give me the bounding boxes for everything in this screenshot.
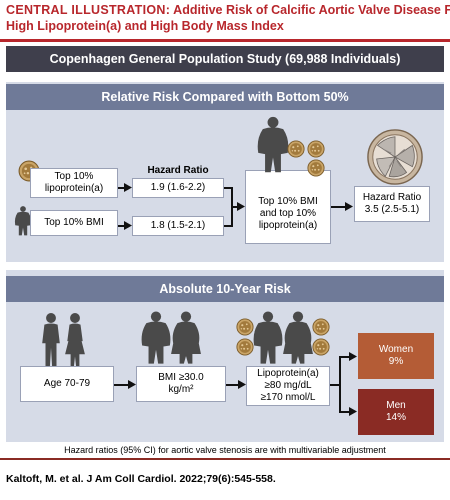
arrow-head-icon bbox=[345, 202, 353, 211]
obese-man-icon bbox=[141, 311, 171, 364]
combined-box: Top 10% BMI and top 10% lipoprotein(a) bbox=[245, 170, 331, 244]
lipoprotein-particle-icon bbox=[287, 140, 305, 158]
lpa-threshold-line3: ≥170 nmol/L bbox=[260, 392, 316, 403]
lipoprotein-particle-icon bbox=[307, 159, 325, 177]
obese-woman-icon bbox=[171, 311, 201, 364]
bracket-line bbox=[224, 225, 232, 227]
arrow-line bbox=[331, 206, 347, 208]
women-risk-box: Women 9% bbox=[358, 333, 434, 379]
top-lpa-label: Top 10% lipoprotein(a) bbox=[44, 171, 104, 194]
arrow-head-icon bbox=[238, 380, 246, 389]
arrow-head-icon bbox=[124, 221, 132, 230]
men-label: Men bbox=[386, 400, 406, 411]
header-title-line2: High Lipoprotein(a) and High Body Mass I… bbox=[6, 19, 284, 33]
arrow-head-icon bbox=[128, 380, 136, 389]
lpa-threshold-line1: Lipoprotein(a) bbox=[257, 368, 319, 379]
lipoprotein-particle-icon bbox=[312, 338, 330, 356]
obese-person-icon bbox=[257, 116, 289, 173]
combined-hr-value: 3.5 (2.5-5.1) bbox=[364, 204, 420, 215]
header-title-line1: CENTRAL ILLUSTRATION: Additive Risk of C… bbox=[6, 3, 450, 18]
lipoprotein-particle-icon bbox=[312, 318, 330, 336]
arrow-line bbox=[114, 384, 130, 386]
arrow-head-icon bbox=[124, 183, 132, 192]
men-value: 14% bbox=[385, 412, 406, 423]
combined-line2: and top 10% bbox=[259, 208, 317, 219]
lpa-hr-box: 1.9 (1.6-2.2) bbox=[132, 178, 224, 198]
arrow-head-icon bbox=[237, 202, 245, 211]
arrow-line bbox=[118, 187, 128, 189]
citation: Kaltoft, M. et al. J Am Coll Cardiol. 20… bbox=[6, 473, 276, 485]
women-label: Women bbox=[378, 344, 414, 355]
arrow-line bbox=[118, 225, 128, 227]
top-bmi-box: Top 10% BMI bbox=[30, 210, 118, 236]
absolute-risk-title: Absolute 10-Year Risk bbox=[6, 276, 444, 302]
bmi-line2: kg/m² bbox=[168, 384, 194, 395]
obese-man-icon bbox=[253, 311, 283, 364]
bmi-hr-value: 1.8 (1.5-2.1) bbox=[150, 220, 206, 231]
footnote: Hazard ratios (95% CI) for aortic valve … bbox=[64, 445, 386, 455]
arrow-line bbox=[330, 384, 340, 386]
women-value: 9% bbox=[388, 356, 404, 367]
arrow-head-icon bbox=[349, 352, 357, 361]
header-tag: CENTRAL ILLUSTRATION: bbox=[6, 3, 171, 17]
arrow-head-icon bbox=[349, 407, 357, 416]
bmi-hr-box: 1.8 (1.5-2.1) bbox=[132, 216, 224, 236]
top-lpa-box: Top 10% lipoprotein(a) bbox=[30, 168, 118, 198]
arrow-line bbox=[226, 384, 240, 386]
study-banner: Copenhagen General Population Study (69,… bbox=[6, 46, 444, 72]
bmi-box: BMI ≥30.0 kg/m² bbox=[136, 366, 226, 402]
arrow-line bbox=[339, 356, 341, 412]
combined-line3: lipoprotein(a) bbox=[258, 220, 318, 231]
header bbox=[0, 0, 450, 42]
men-risk-box: Men 14% bbox=[358, 389, 434, 435]
age-box: Age 70-79 bbox=[20, 366, 114, 402]
lpa-threshold-line2: ≥80 mg/dL bbox=[264, 380, 312, 391]
lpa-hr-value: 1.9 (1.6-2.2) bbox=[150, 182, 206, 193]
obese-woman-icon bbox=[283, 311, 313, 364]
age-label: Age 70-79 bbox=[43, 378, 91, 389]
man-icon bbox=[42, 313, 60, 367]
combined-hr-box: Hazard Ratio 3.5 (2.5-5.1) bbox=[354, 186, 430, 222]
relative-risk-title: Relative Risk Compared with Bottom 50% bbox=[6, 84, 444, 110]
bracket-line bbox=[231, 206, 239, 208]
lpa-threshold-box: Lipoprotein(a) ≥80 mg/dL ≥170 nmol/L bbox=[246, 366, 330, 406]
citation-divider bbox=[0, 458, 450, 460]
top-bmi-label: Top 10% BMI bbox=[44, 217, 104, 228]
aortic-valve-icon bbox=[367, 129, 423, 185]
combined-hr-label: Hazard Ratio bbox=[362, 192, 422, 203]
arrow-line bbox=[339, 411, 351, 413]
bmi-line1: BMI ≥30.0 bbox=[158, 372, 204, 383]
woman-icon bbox=[65, 313, 85, 367]
bracket-line bbox=[224, 187, 232, 189]
arrow-line bbox=[339, 356, 351, 358]
lipoprotein-particle-icon bbox=[307, 140, 325, 158]
hazard-ratio-header: Hazard Ratio bbox=[147, 165, 209, 176]
header-title-part1: Additive Risk of Calcific Aortic Valve D… bbox=[173, 3, 450, 17]
combined-line1: Top 10% BMI bbox=[258, 196, 318, 207]
